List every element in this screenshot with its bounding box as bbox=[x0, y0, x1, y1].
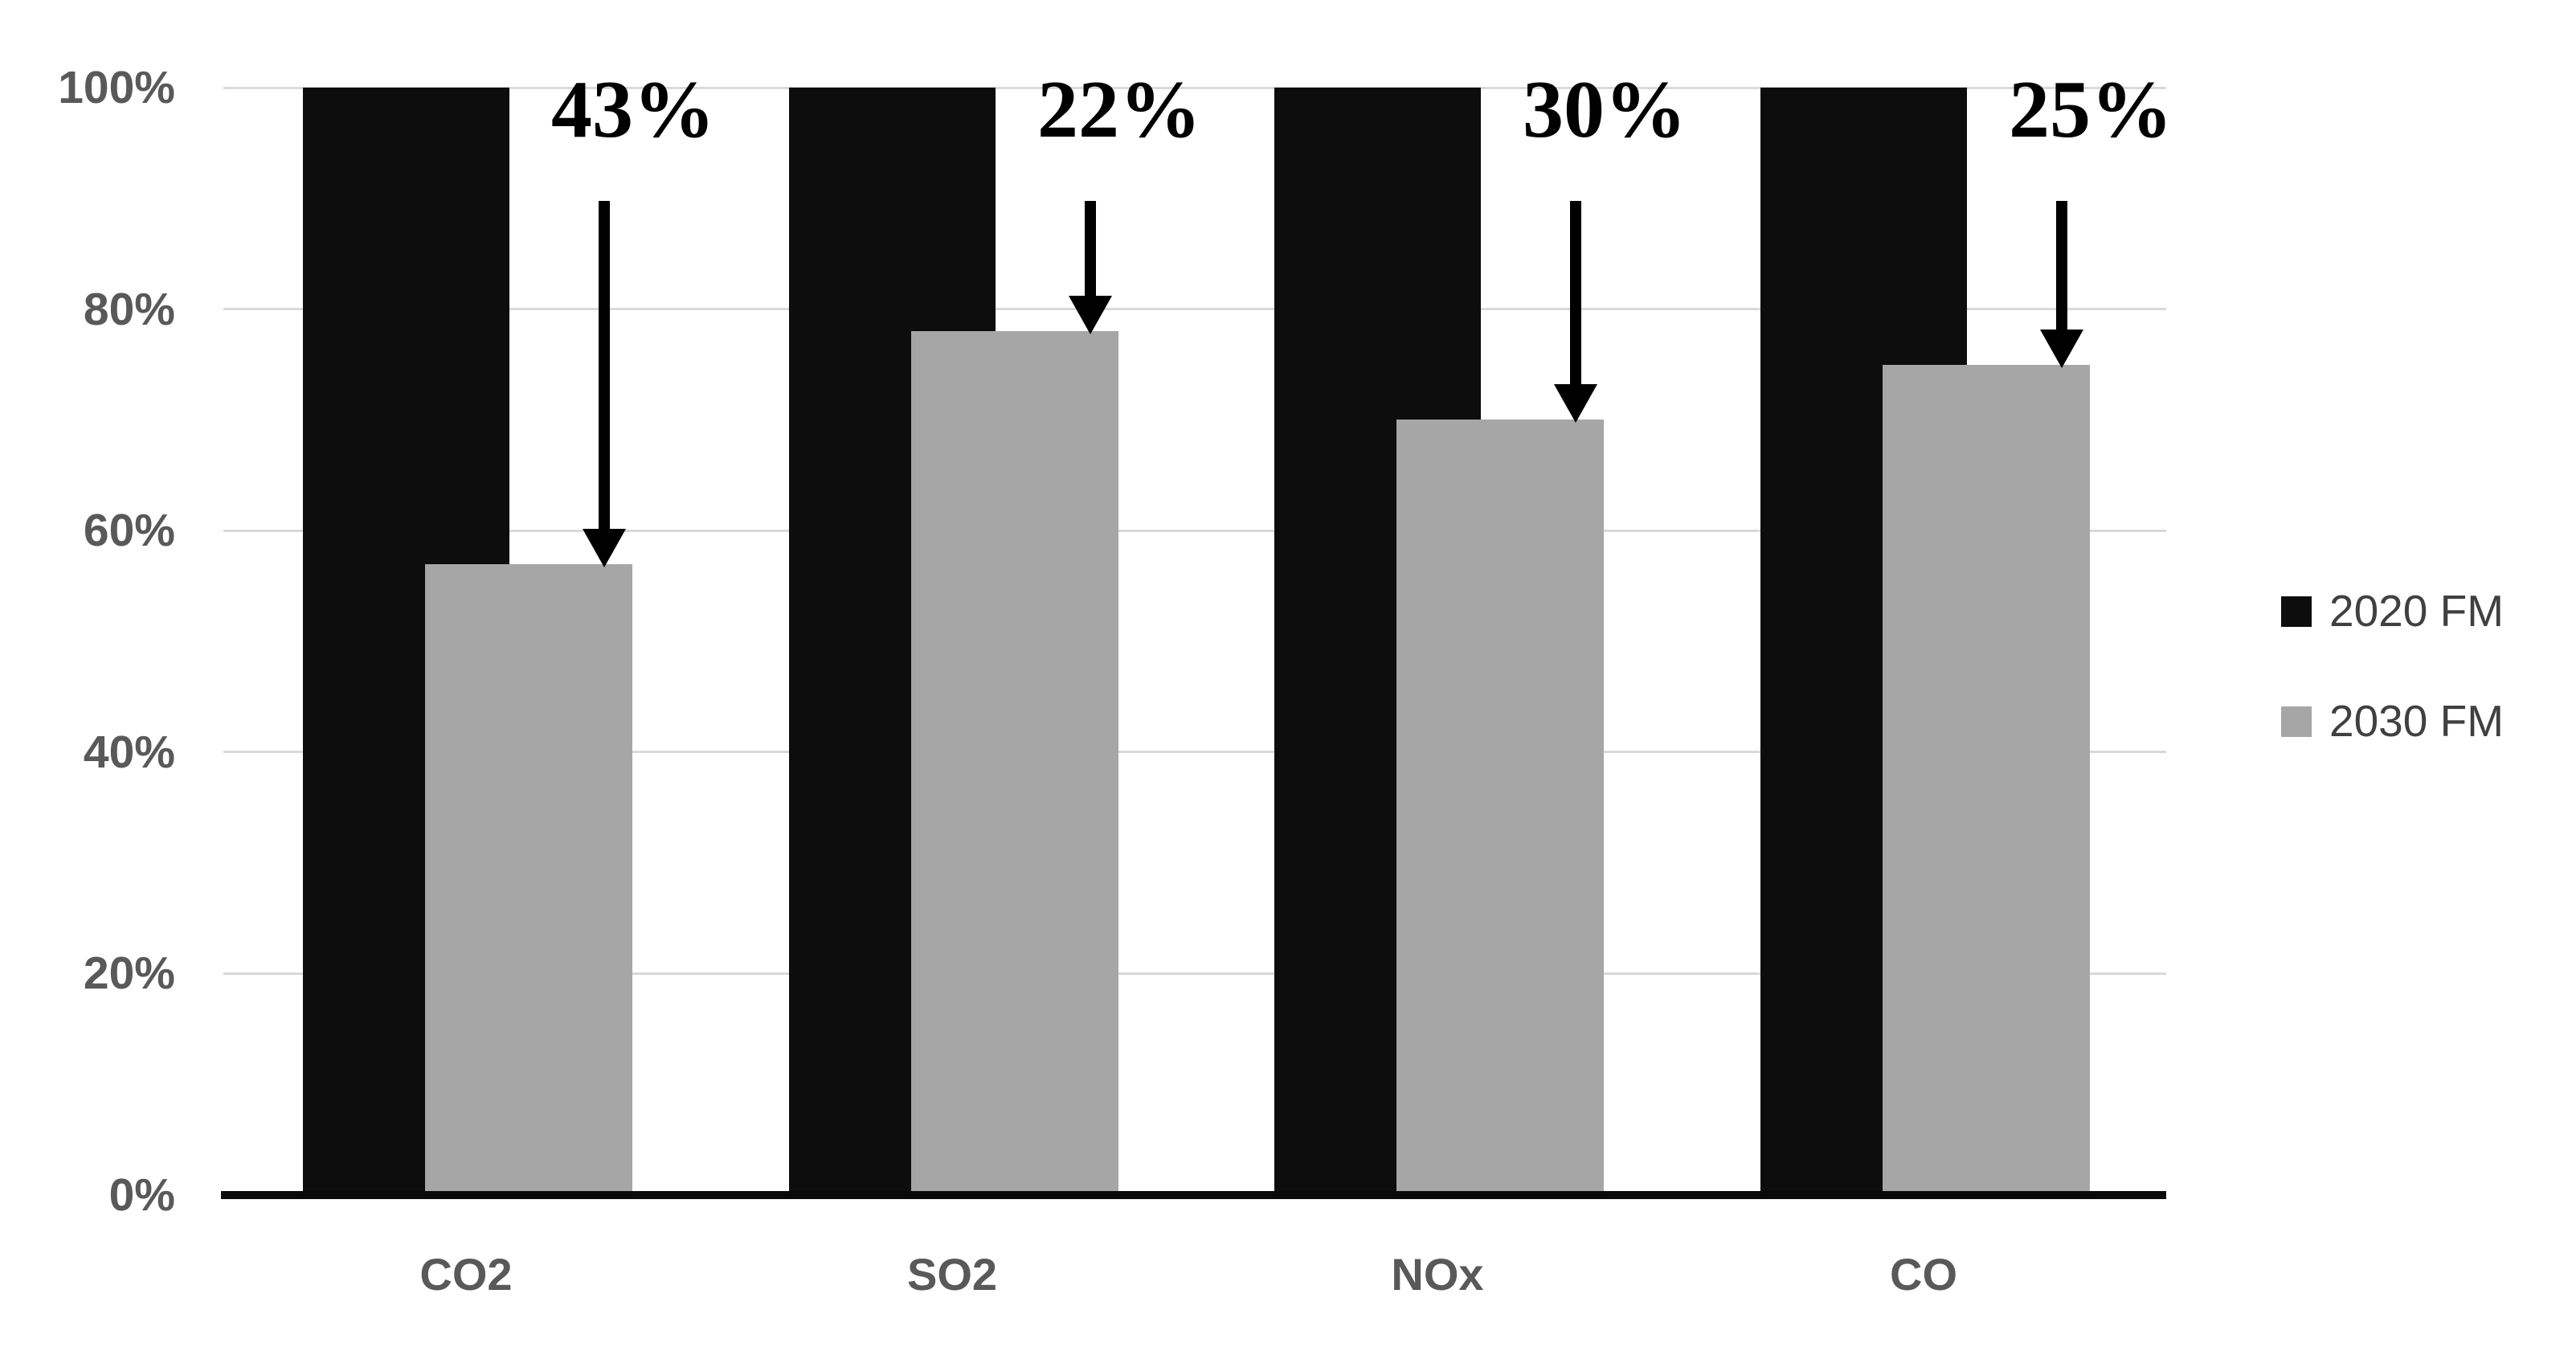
annotation-arrow-shaft-co bbox=[2056, 201, 2067, 333]
legend-swatch-2030-fm bbox=[2281, 706, 2312, 737]
x-axis-label-co2: CO2 bbox=[419, 1249, 513, 1300]
y-axis-tick-60: 60% bbox=[83, 505, 175, 556]
x-axis-label-nox: NOx bbox=[1391, 1249, 1484, 1300]
annotation-arrow-head-so2 bbox=[1069, 296, 1112, 334]
x-axis-line bbox=[221, 1191, 2166, 1199]
x-axis-label-co: CO bbox=[1890, 1249, 1957, 1300]
annotation-arrow-head-nox bbox=[1554, 384, 1597, 423]
annotation-co: 25% bbox=[2009, 64, 2173, 155]
y-axis-tick-80: 80% bbox=[83, 284, 175, 335]
y-axis-tick-40: 40% bbox=[83, 727, 175, 778]
annotation-so2: 22% bbox=[1037, 64, 1201, 155]
x-axis-label-so2: SO2 bbox=[906, 1249, 998, 1300]
legend-item-2020-fm: 2020 FM bbox=[2281, 589, 2504, 633]
legend-item-2030-fm: 2030 FM bbox=[2281, 699, 2504, 743]
bar-2030-fm-co bbox=[1883, 365, 2090, 1196]
gridline-20 bbox=[223, 972, 2166, 975]
annotation-arrow-shaft-so2 bbox=[1085, 201, 1096, 299]
y-axis-tick-100: 100% bbox=[58, 62, 175, 113]
gridline-100 bbox=[223, 87, 2166, 89]
gridline-60 bbox=[223, 530, 2166, 532]
bar-2030-fm-co2 bbox=[425, 564, 632, 1195]
annotation-arrow-shaft-nox bbox=[1570, 201, 1581, 387]
bar-2030-fm-so2 bbox=[911, 331, 1118, 1195]
annotation-arrow-shaft-co2 bbox=[599, 201, 610, 532]
legend-swatch-2020-fm bbox=[2281, 596, 2312, 627]
annotation-arrow-head-co2 bbox=[583, 529, 626, 567]
annotation-arrow-head-co bbox=[2040, 330, 2083, 368]
annotation-co2: 43% bbox=[551, 64, 715, 155]
y-axis-tick-0: 0% bbox=[108, 1169, 175, 1221]
annotation-nox: 30% bbox=[1523, 64, 1687, 155]
gridline-80 bbox=[223, 308, 2166, 310]
gridline-40 bbox=[223, 751, 2166, 753]
legend-label-2030-fm: 2030 FM bbox=[2329, 696, 2504, 746]
bar-2030-fm-nox bbox=[1396, 420, 1604, 1195]
y-axis-tick-20: 20% bbox=[83, 948, 175, 999]
legend-label-2020-fm: 2020 FM bbox=[2329, 586, 2504, 636]
